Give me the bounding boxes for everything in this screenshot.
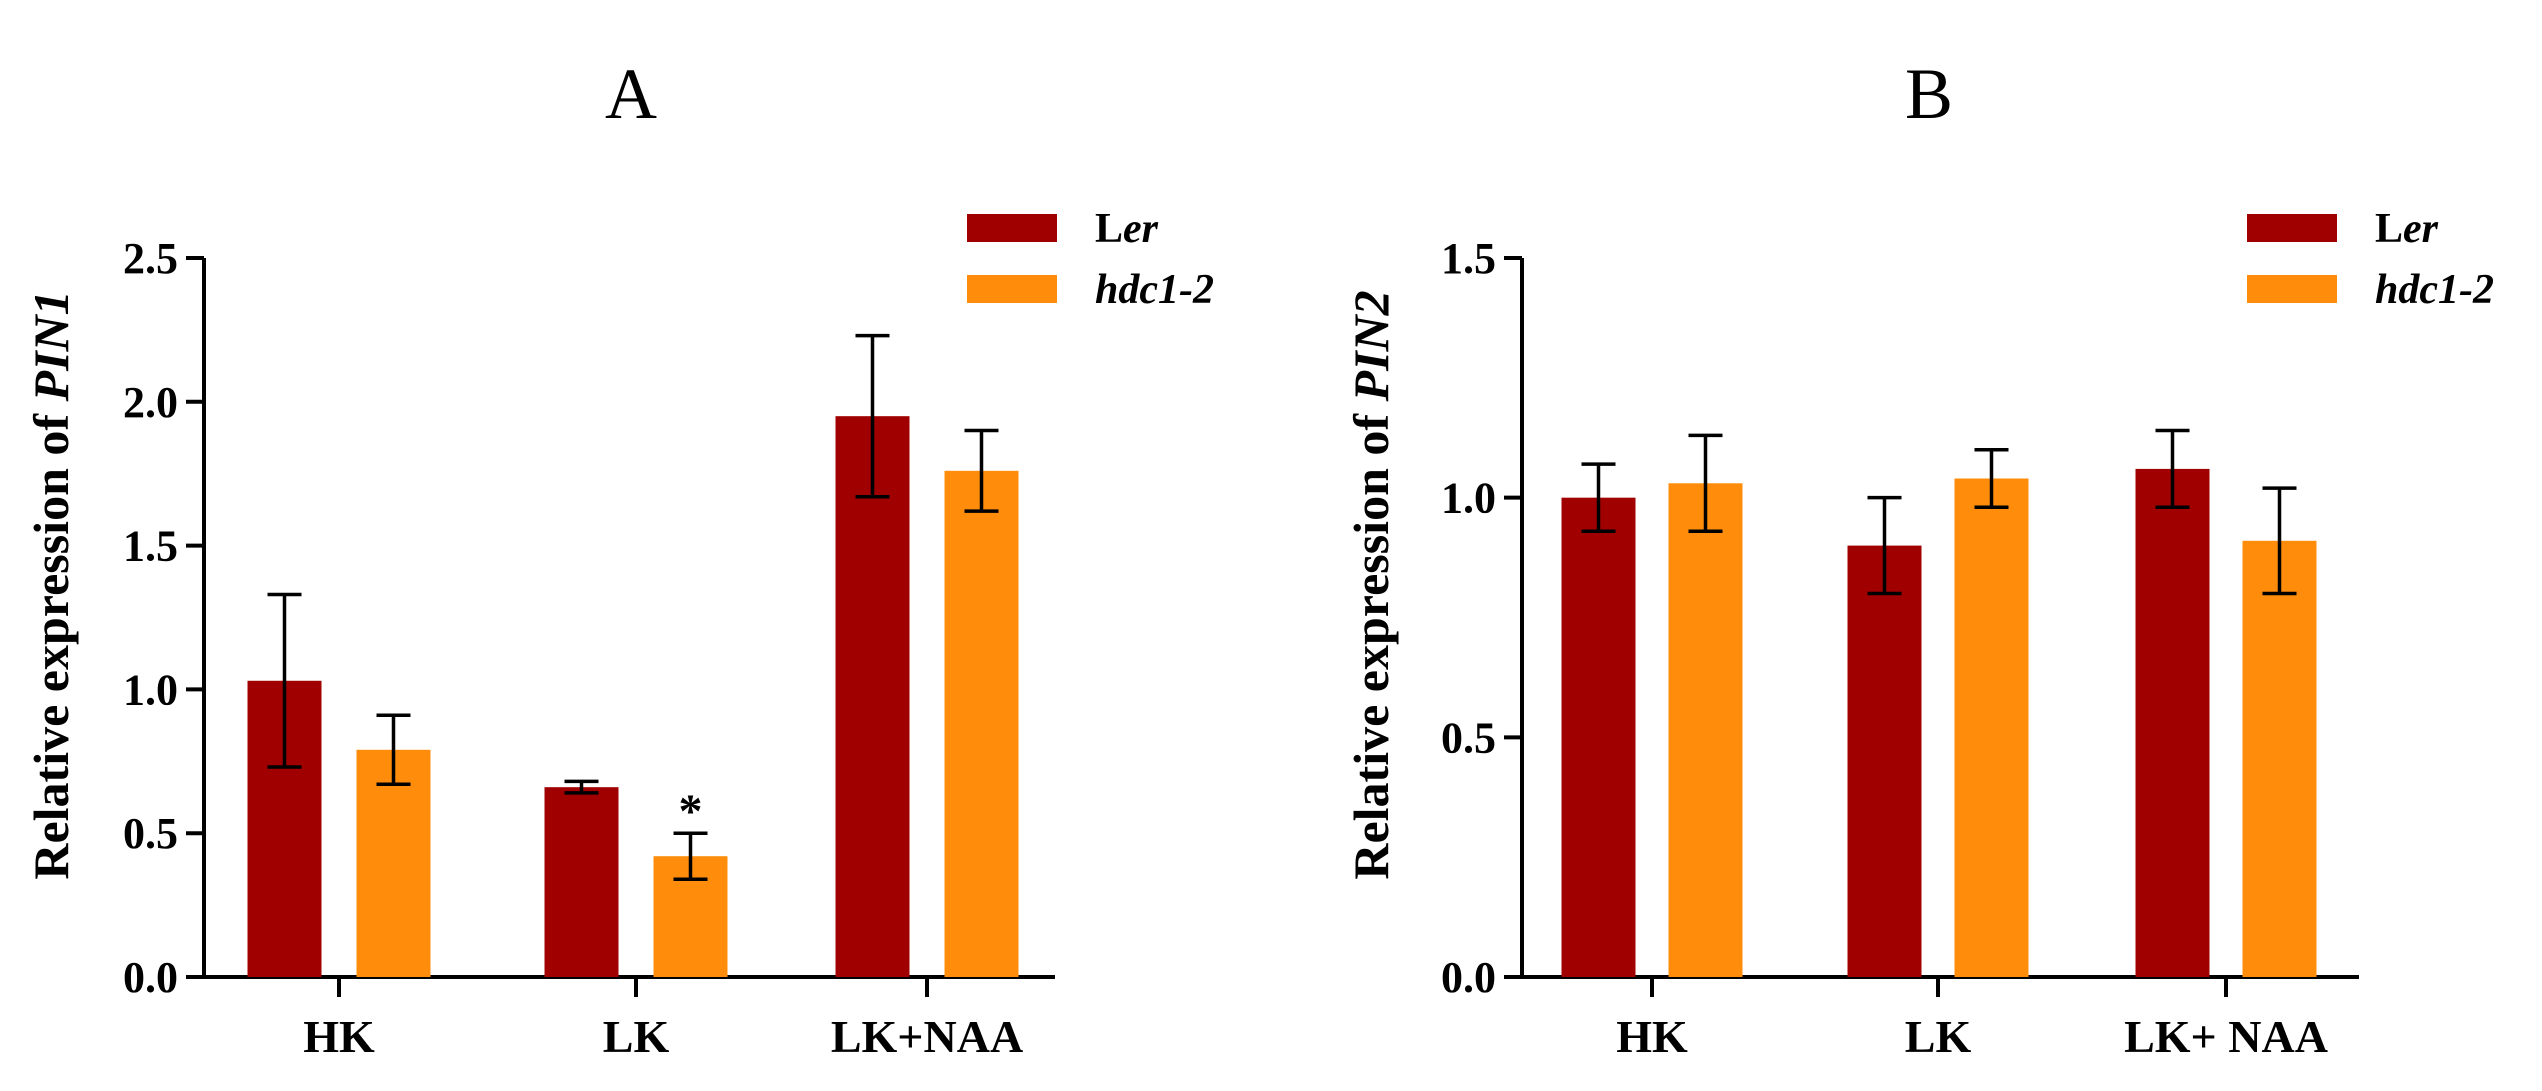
bar: [835, 416, 910, 977]
bar: [1847, 545, 1922, 977]
y-tick-label: 1.0: [1441, 474, 1496, 523]
y-tick-label: 0.5: [123, 809, 178, 858]
legend-label: hdc1-2: [1095, 267, 1214, 313]
bar: [544, 787, 619, 977]
x-tick-label: LK+NAA: [831, 1011, 1023, 1062]
y-tick-label: 2.0: [123, 378, 178, 427]
x-tick-label: LK: [1905, 1011, 1972, 1062]
y-tick-label: 0.5: [1441, 713, 1496, 762]
legend-swatch: [967, 275, 1057, 303]
bar: [944, 470, 1019, 977]
legend-swatch: [2247, 214, 2337, 242]
bar: [356, 749, 431, 977]
bar: [1561, 497, 1636, 977]
panel-label: A: [605, 54, 657, 134]
chart-panel-a: A Relative expression of PIN1 0.0 0.5 1.0 1.5…: [23, 54, 1214, 1062]
y-tick-label: 0.0: [1441, 953, 1496, 1002]
chart-panel-b: B Relative expression of PIN2 0.0 0.5 1.0 1.5…: [1343, 54, 2494, 1062]
legend-label: hdc1-2: [2375, 267, 2494, 313]
y-tick-label: 0.0: [123, 953, 178, 1002]
y-tick-label: 1.5: [123, 522, 178, 571]
y-axis-label: Relative expression of PIN1: [23, 290, 79, 879]
legend-label: Ler: [2375, 206, 2439, 252]
panel-label: B: [1905, 54, 1953, 134]
bar: [1954, 478, 2029, 977]
x-tick-label: LK: [603, 1011, 670, 1062]
bar: [2135, 468, 2210, 977]
bar: [2242, 540, 2317, 977]
legend-swatch: [967, 214, 1057, 242]
significance-mark: *: [679, 785, 703, 838]
x-tick-label: HK: [303, 1011, 375, 1062]
x-tick-label: HK: [1616, 1011, 1688, 1062]
legend-swatch: [2247, 275, 2337, 303]
y-tick-label: 1.0: [123, 665, 178, 714]
x-tick-label: LK+ NAA: [2124, 1011, 2328, 1062]
bar: [1668, 483, 1743, 977]
y-tick-label: 1.5: [1441, 234, 1496, 283]
y-axis-label: Relative expression of PIN2: [1343, 290, 1399, 879]
y-tick-label: 2.5: [123, 234, 178, 283]
legend-label: Ler: [1095, 206, 1159, 252]
